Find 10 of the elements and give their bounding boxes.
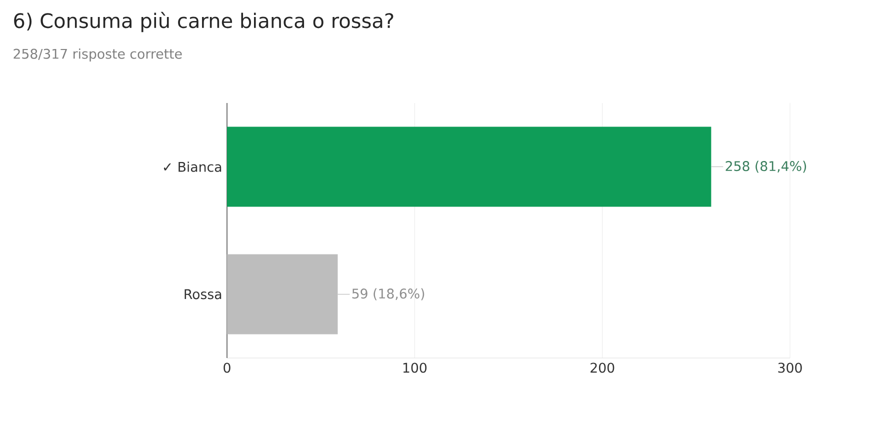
x-tick-label: 100 xyxy=(403,362,427,373)
x-tick-label: 300 xyxy=(778,362,802,373)
chart-title: 6) Consuma più carne bianca o rossa? xyxy=(14,12,394,32)
y-tick-label: ✓ Bianca xyxy=(164,162,222,172)
x-tick-label: 0 xyxy=(224,362,230,373)
data-label: 59 (18,6%) xyxy=(352,288,424,300)
x-tick-label: 200 xyxy=(590,362,614,373)
y-tick-label: Rossa xyxy=(184,289,222,300)
text: 258/317 risposte corrette xyxy=(14,48,182,62)
data-label: 258 (81,4%) xyxy=(726,160,806,173)
